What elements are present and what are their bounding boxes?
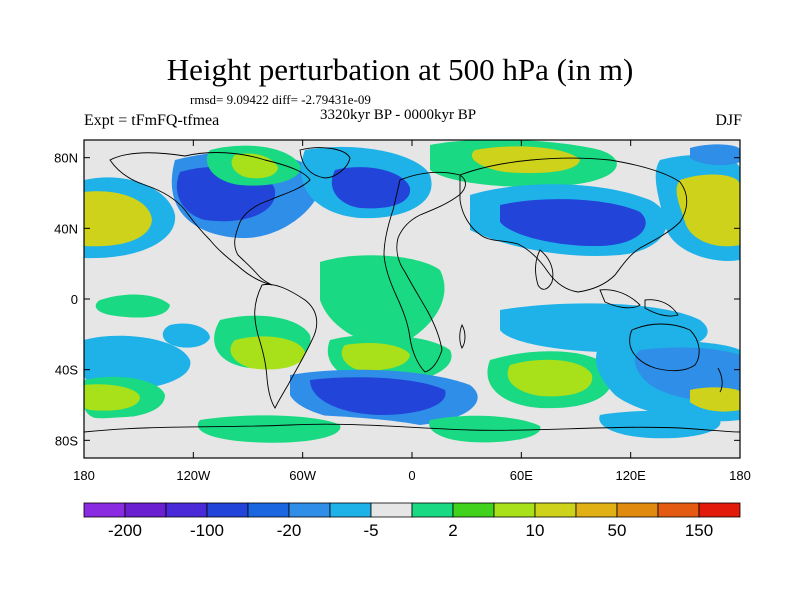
plot-title: Height perturbation at 500 hPa (in m) <box>166 52 634 87</box>
x-tick-label: 180 <box>729 468 751 483</box>
x-tick-label: 60E <box>510 468 533 483</box>
colorbar-swatch <box>288 502 331 518</box>
colorbar-label: 2 <box>448 521 457 540</box>
colorbar-swatch <box>247 502 290 518</box>
colorbar-swatch <box>616 502 659 518</box>
y-tick-label: 80S <box>55 433 78 448</box>
x-tick-label: 60W <box>289 468 316 483</box>
colorbar-swatch <box>124 502 167 518</box>
colorbar-label: 50 <box>608 521 627 540</box>
colorbar <box>83 502 741 518</box>
colorbar-label: -20 <box>277 521 302 540</box>
colorbar-swatch <box>493 502 536 518</box>
coastlines <box>84 147 740 433</box>
colorbar-swatch <box>452 502 495 518</box>
period-label: 3320kyr BP - 0000kyr BP <box>320 107 477 123</box>
colorbar-label: -5 <box>363 521 378 540</box>
colorbar-label: 10 <box>526 521 545 540</box>
colorbar-swatch <box>411 502 454 518</box>
colorbar-swatch <box>657 502 700 518</box>
colorbar-labels: -200 -100 -20 -5 2 10 50 150 <box>108 521 713 540</box>
colorbar-label: -200 <box>108 521 142 540</box>
experiment-label: Expt = tFmFQ-tfmea <box>84 112 220 129</box>
colorbar-label: 150 <box>685 521 713 540</box>
x-tick-label: 120W <box>176 468 211 483</box>
stats-text: rmsd= 9.09422 diff= -2.79431e-09 <box>190 92 371 107</box>
y-tick-label: 0 <box>71 292 78 307</box>
contour-field <box>84 140 740 458</box>
colorbar-swatch <box>698 502 741 518</box>
colorbar-swatch <box>575 502 618 518</box>
x-tick-label: 180 <box>73 468 95 483</box>
season-label: DJF <box>715 112 742 129</box>
x-tick-label: 120E <box>615 468 646 483</box>
colorbar-swatch <box>83 502 126 518</box>
y-axis: 80N 40N 0 40S 80S <box>54 151 740 448</box>
y-tick-label: 40N <box>54 221 78 236</box>
x-axis: 180 120W 60W 0 60E 120E 180 <box>73 140 751 483</box>
colorbar-swatch <box>329 502 372 518</box>
y-tick-label: 80N <box>54 151 78 166</box>
x-tick-label: 0 <box>408 468 415 483</box>
colorbar-swatch <box>370 502 413 518</box>
colorbar-swatch <box>534 502 577 518</box>
colorbar-swatch <box>165 502 208 518</box>
y-tick-label: 40S <box>55 363 78 378</box>
colorbar-label: -100 <box>190 521 224 540</box>
colorbar-swatch <box>206 502 249 518</box>
